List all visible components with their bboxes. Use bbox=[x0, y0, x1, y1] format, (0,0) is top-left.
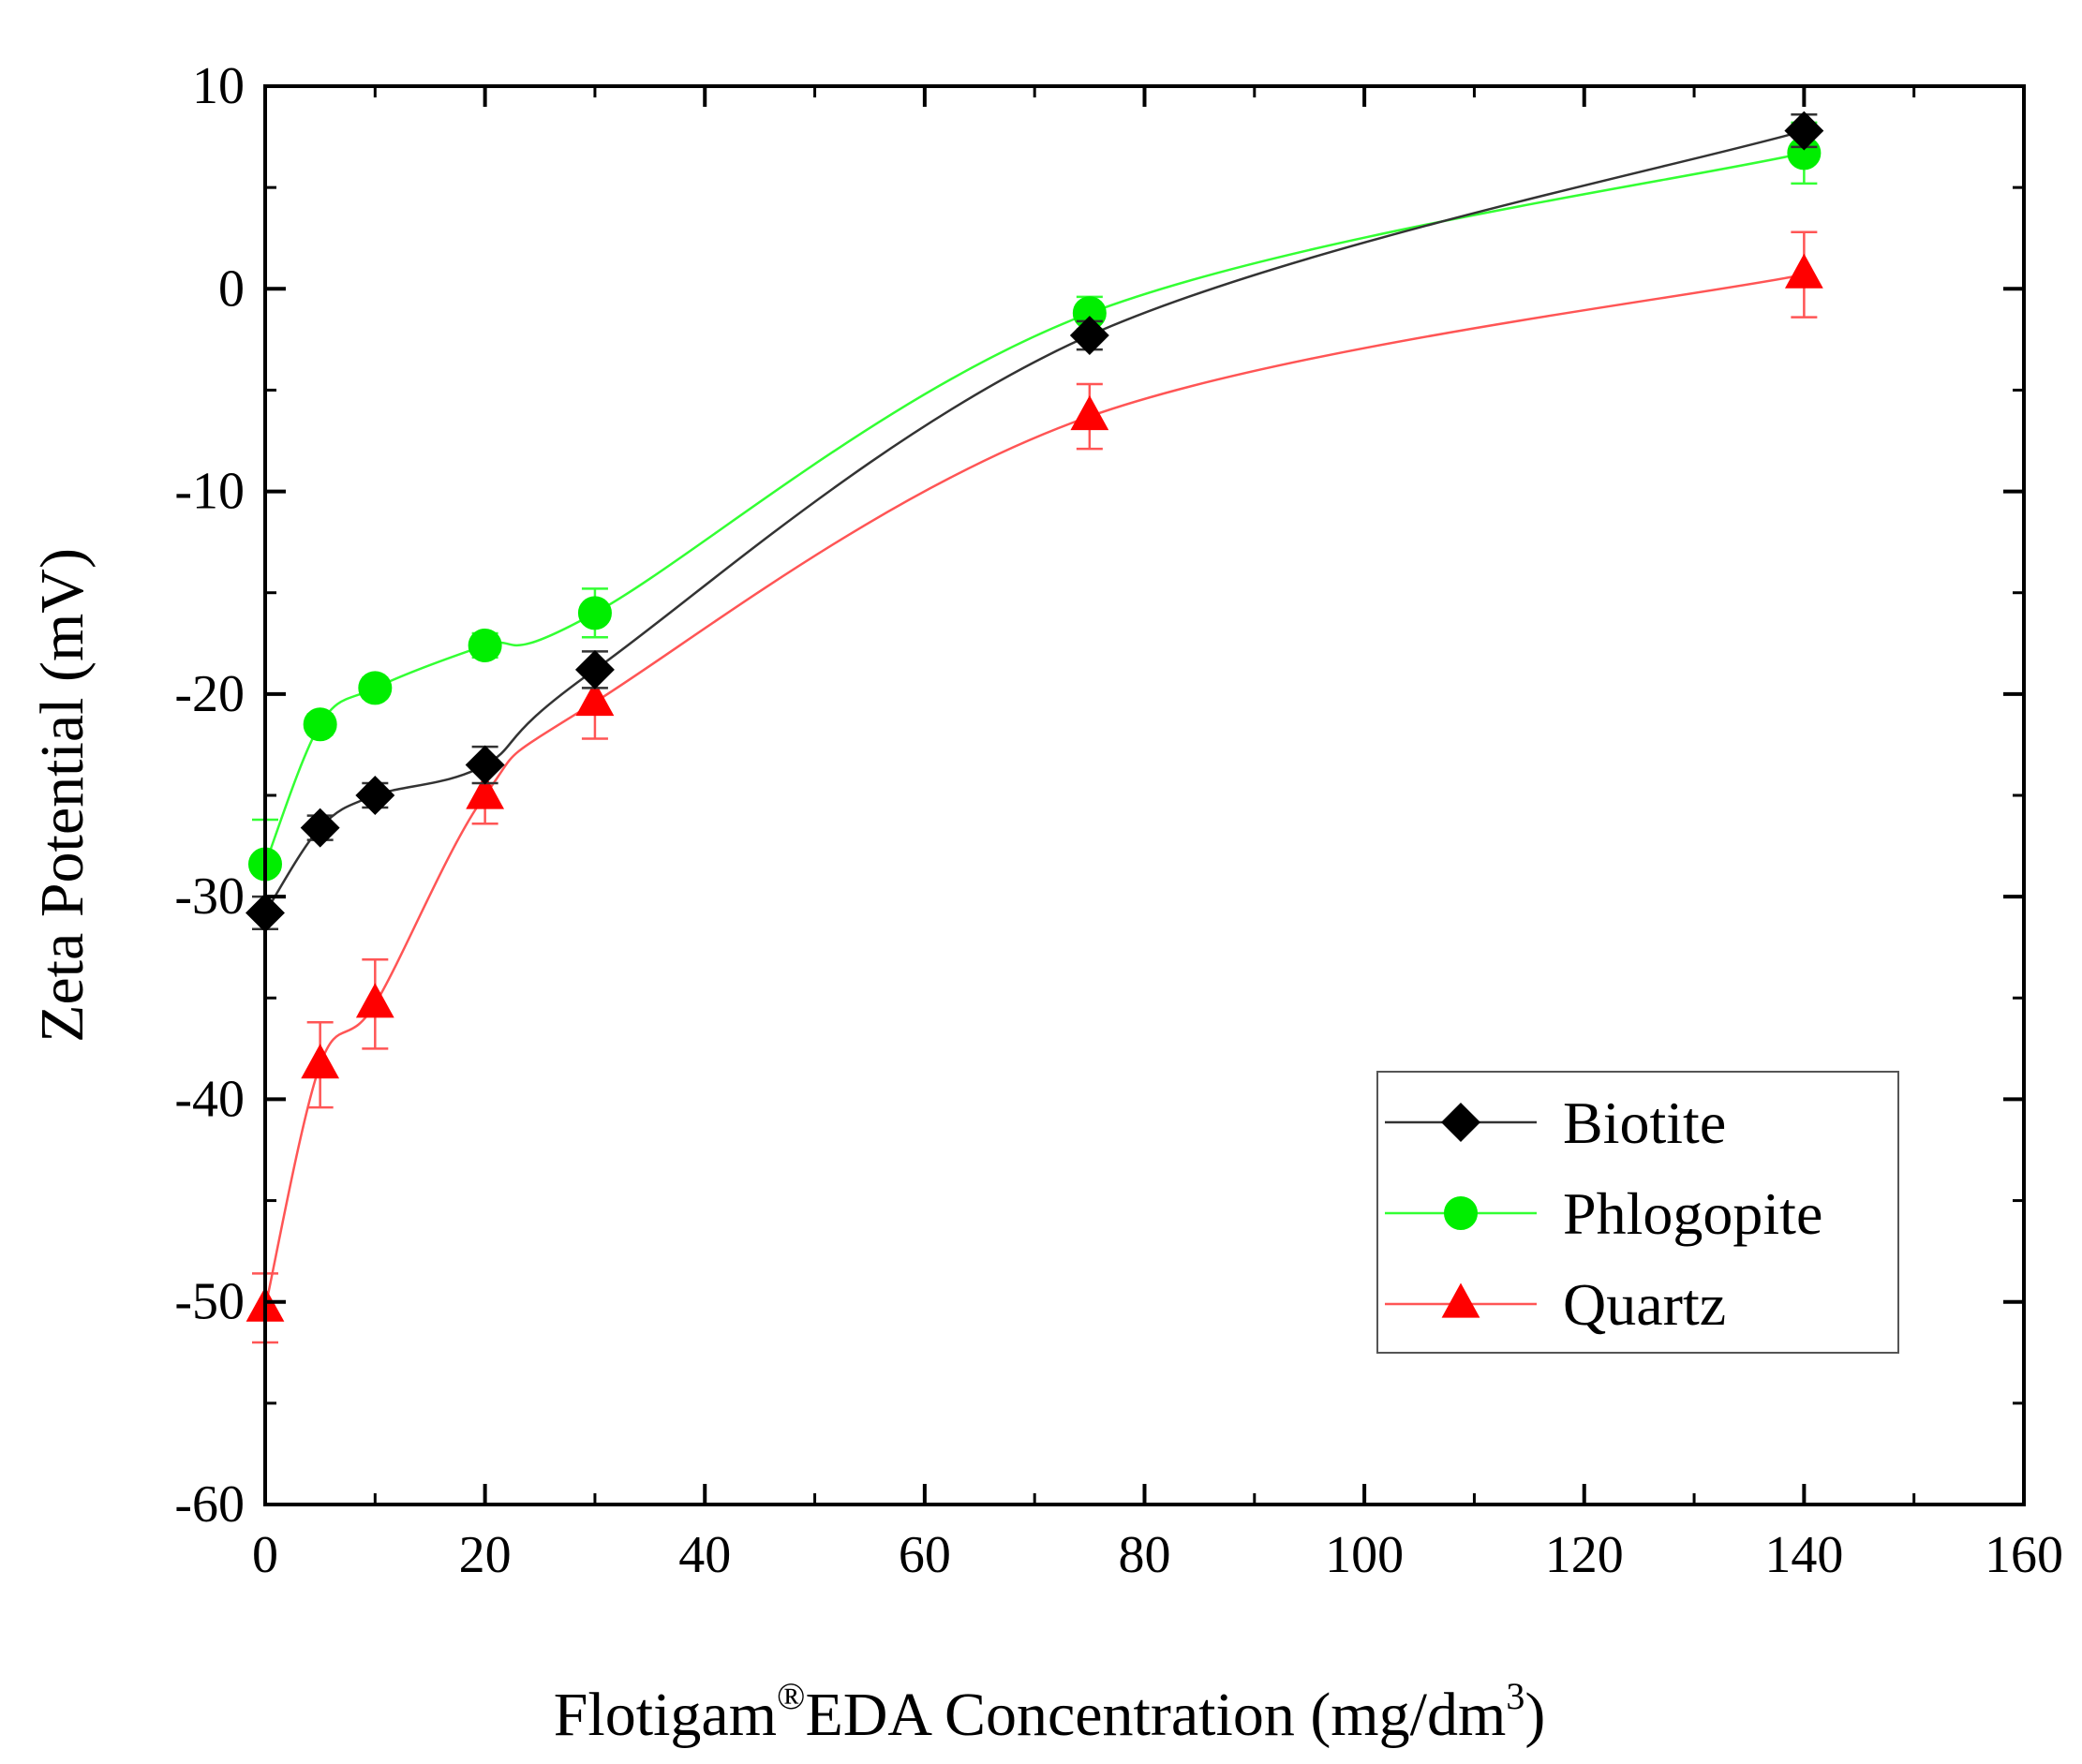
y-tick-label: -20 bbox=[174, 665, 245, 723]
legend-label-biotite: Biotite bbox=[1563, 1090, 1726, 1156]
y-tick-label: -40 bbox=[174, 1070, 245, 1128]
x-axis-title-suffix: ) bbox=[1524, 1681, 1545, 1749]
registered-mark: ® bbox=[777, 1675, 805, 1717]
y-axis-title: Zeta Potential (mV) bbox=[28, 548, 97, 1043]
x-axis-title-superscript: 3 bbox=[1506, 1675, 1524, 1717]
biotite-line bbox=[263, 129, 1805, 914]
quartz-data-point bbox=[575, 681, 615, 717]
legend-marker-biotite bbox=[1441, 1103, 1480, 1142]
phlogopite-data-point bbox=[303, 707, 337, 742]
biotite-data-point bbox=[465, 745, 505, 785]
x-tick-label: 120 bbox=[1545, 1526, 1624, 1584]
x-tick-label: 140 bbox=[1764, 1526, 1843, 1584]
quartz-data-point bbox=[1784, 253, 1823, 289]
x-tick-label: 80 bbox=[1119, 1526, 1171, 1584]
quartz-data-point bbox=[1070, 395, 1109, 431]
x-tick-label: 160 bbox=[1985, 1526, 2063, 1584]
x-tick-label: 20 bbox=[459, 1526, 512, 1584]
x-tick-label: 60 bbox=[899, 1526, 951, 1584]
x-axis-title: Flotigam®EDA Concentration (mg/dm3) bbox=[554, 1675, 1546, 1749]
biotite-data-point bbox=[1069, 316, 1109, 355]
y-tick-label: -50 bbox=[174, 1273, 245, 1331]
legend-marker-quartz bbox=[1441, 1282, 1480, 1318]
y-tick-label: -10 bbox=[174, 463, 245, 521]
legend-label-phlogopite: Phlogopite bbox=[1563, 1180, 1822, 1247]
phlogopite-data-point bbox=[468, 628, 502, 662]
x-axis-title-prefix: Flotigam bbox=[554, 1681, 777, 1749]
quartz-data-point bbox=[355, 983, 394, 1018]
y-tick-label: 10 bbox=[192, 57, 245, 115]
legend: Biotite Phlogopite Quartz bbox=[1376, 1071, 1899, 1354]
y-tick-label: 0 bbox=[218, 259, 245, 318]
biotite-data-point bbox=[355, 776, 395, 815]
quartz-data-point bbox=[466, 774, 505, 809]
series-biotite-points bbox=[245, 111, 1824, 933]
legend-label-quartz: Quartz bbox=[1563, 1271, 1726, 1338]
phlogopite-data-point bbox=[358, 671, 393, 705]
x-tick-label: 100 bbox=[1325, 1526, 1404, 1584]
quartz-data-point bbox=[301, 1044, 340, 1079]
series-quartz-points bbox=[245, 230, 1823, 1344]
biotite-data-point bbox=[300, 808, 340, 848]
y-tick-label: -30 bbox=[174, 867, 245, 926]
phlogopite-data-point bbox=[577, 596, 612, 630]
biotite-data-point bbox=[1784, 111, 1824, 151]
legend-marker-phlogopite bbox=[1444, 1196, 1478, 1230]
x-tick-label: 0 bbox=[252, 1526, 278, 1584]
x-tick-label: 40 bbox=[678, 1526, 731, 1584]
x-axis-title-middle: EDA Concentration (mg/dm bbox=[805, 1681, 1506, 1749]
series-biotite bbox=[263, 129, 1805, 914]
y-tick-label: -60 bbox=[174, 1475, 245, 1534]
biotite-data-point bbox=[574, 649, 615, 689]
